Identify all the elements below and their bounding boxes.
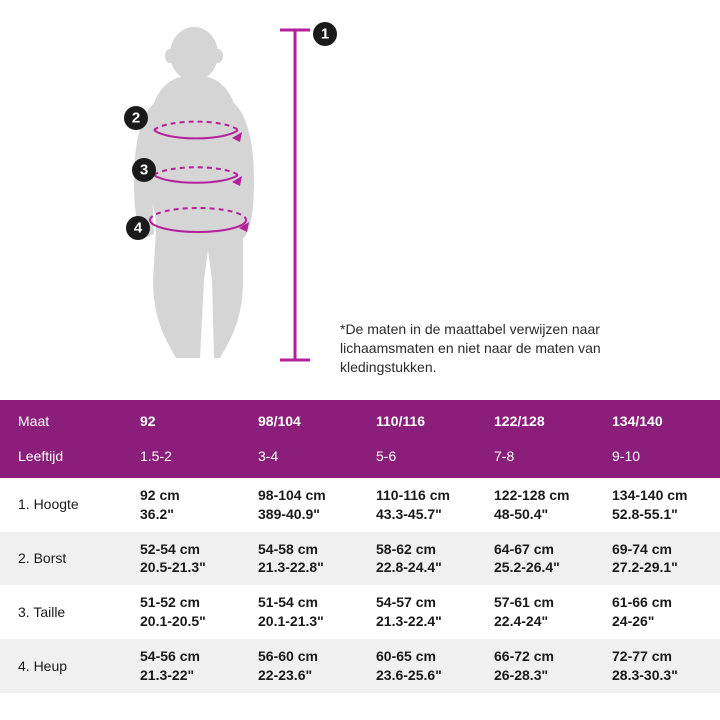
marker-1: 1 — [313, 22, 337, 46]
row-cell: 54-56 cm21.3-22" — [130, 639, 248, 693]
header-age-2: 5-6 — [366, 439, 484, 478]
svg-text:3: 3 — [140, 162, 148, 179]
header-age-0: 1.5-2 — [130, 439, 248, 478]
row-cell: 56-60 cm22-23.6" — [248, 639, 366, 693]
child-silhouette: 1 2 3 4 — [120, 20, 360, 380]
row-cell: 98-104 cm389-40.9" — [248, 478, 366, 532]
row-cell: 54-57 cm21.3-22.4" — [366, 585, 484, 639]
row-cell: 69-74 cm27.2-29.1" — [602, 532, 720, 586]
row-cell: 58-62 cm22.8-24.4" — [366, 532, 484, 586]
row-cell: 54-58 cm21.3-22.8" — [248, 532, 366, 586]
header-size-label: Maat — [0, 400, 130, 439]
table-row: 2. Borst52-54 cm20.5-21.3"54-58 cm21.3-2… — [0, 532, 720, 586]
row-cell: 92 cm36.2" — [130, 478, 248, 532]
header-size-4: 134/140 — [602, 400, 720, 439]
marker-4: 4 — [126, 216, 150, 240]
footnote: *De maten in de maattabel verwijzen naar… — [340, 320, 660, 377]
row-cell: 72-77 cm28.3-30.3" — [602, 639, 720, 693]
header-age-4: 9-10 — [602, 439, 720, 478]
row-cell: 122-128 cm48-50.4" — [484, 478, 602, 532]
table-row: 4. Heup54-56 cm21.3-22"56-60 cm22-23.6"6… — [0, 639, 720, 693]
header-size-3: 122/128 — [484, 400, 602, 439]
row-cell: 110-116 cm43.3-45.7" — [366, 478, 484, 532]
row-label: 3. Taille — [0, 585, 130, 639]
table-row: 3. Taille51-52 cm20.1-20.5"51-54 cm20.1-… — [0, 585, 720, 639]
row-label: 1. Hoogte — [0, 478, 130, 532]
height-bar — [280, 30, 310, 360]
svg-text:2: 2 — [132, 110, 140, 127]
size-table: Maat 92 98/104 110/116 122/128 134/140 L… — [0, 400, 720, 693]
header-age-3: 7-8 — [484, 439, 602, 478]
row-cell: 64-67 cm25.2-26.4" — [484, 532, 602, 586]
row-cell: 57-61 cm22.4-24" — [484, 585, 602, 639]
row-cell: 52-54 cm20.5-21.3" — [130, 532, 248, 586]
table-row: 1. Hoogte92 cm36.2"98-104 cm389-40.9"110… — [0, 478, 720, 532]
row-cell: 51-52 cm20.1-20.5" — [130, 585, 248, 639]
table-header: Maat 92 98/104 110/116 122/128 134/140 L… — [0, 400, 720, 478]
row-cell: 61-66 cm24-26" — [602, 585, 720, 639]
header-size-2: 110/116 — [366, 400, 484, 439]
header-size-0: 92 — [130, 400, 248, 439]
row-cell: 51-54 cm20.1-21.3" — [248, 585, 366, 639]
silhouette-shape — [134, 27, 254, 358]
marker-2: 2 — [124, 106, 148, 130]
table-body: 1. Hoogte92 cm36.2"98-104 cm389-40.9"110… — [0, 478, 720, 693]
row-cell: 134-140 cm52.8-55.1" — [602, 478, 720, 532]
row-cell: 60-65 cm23.6-25.6" — [366, 639, 484, 693]
header-age-label: Leeftijd — [0, 439, 130, 478]
row-label: 4. Heup — [0, 639, 130, 693]
measurement-diagram: 1 2 3 4 *De maten in de maattabel verwij… — [0, 0, 720, 400]
svg-text:4: 4 — [134, 220, 143, 237]
header-age-1: 3-4 — [248, 439, 366, 478]
svg-text:1: 1 — [321, 26, 329, 43]
row-label: 2. Borst — [0, 532, 130, 586]
header-size-1: 98/104 — [248, 400, 366, 439]
marker-3: 3 — [132, 158, 156, 182]
row-cell: 66-72 cm26-28.3" — [484, 639, 602, 693]
